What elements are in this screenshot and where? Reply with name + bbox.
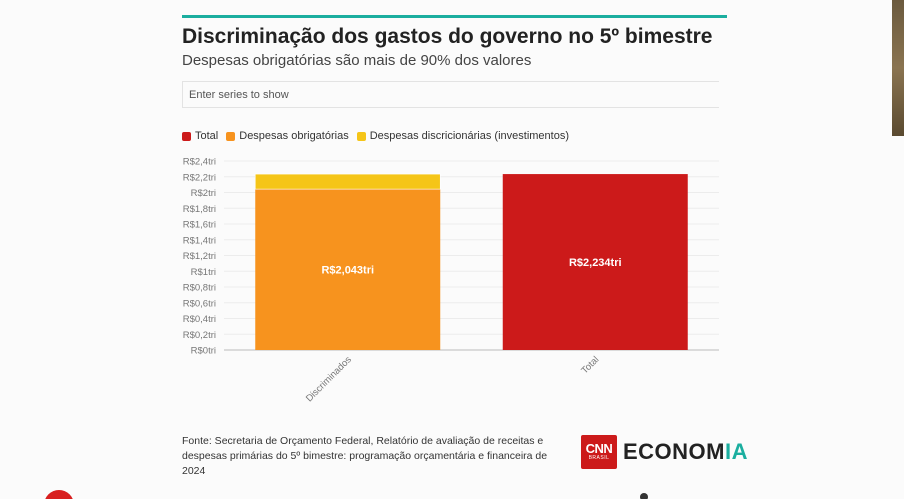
- bar-data-label: R$2,043tri: [321, 265, 374, 277]
- legend-label-discricionarias: Despesas discricionárias (investimentos): [369, 130, 569, 142]
- legend-label-total: Total: [195, 130, 219, 142]
- cnn-logo: CNN BRASIL: [581, 435, 617, 469]
- bar-data-label: R$2,234tri: [569, 257, 622, 269]
- chart-subtitle: Despesas obrigatórias são mais de 90% do…: [182, 52, 532, 69]
- cnn-economia-logo: CNN BRASIL ECONOMIA: [581, 435, 748, 469]
- legend-swatch-obrigatorias: [226, 131, 236, 141]
- side-video-thumbnail: [892, 0, 904, 136]
- legend-swatch-discricionarias: [356, 131, 366, 141]
- cnn-logo-subtext: BRASIL: [588, 455, 610, 461]
- legend-label-obrigatorias: Despesas obrigatórias: [239, 130, 349, 142]
- bar-discriminados-0: [255, 189, 441, 350]
- red-circle-decoration: [44, 490, 74, 499]
- legend-item-discricionarias[interactable]: Despesas discricionárias (investimentos): [356, 130, 569, 142]
- y-tick-label: R$1,4tri: [183, 235, 216, 246]
- economia-wordmark: ECONOMIA: [623, 439, 748, 465]
- y-tick-label: R$2,4tri: [183, 157, 216, 168]
- y-tick-label: R$0,6tri: [183, 298, 216, 309]
- legend-item-total[interactable]: Total: [182, 130, 218, 142]
- y-tick-label: R$0,4tri: [183, 314, 216, 325]
- dark-dot-decoration: [640, 493, 648, 499]
- y-tick-label: R$0,8tri: [183, 283, 216, 294]
- y-tick-label: R$1,8tri: [183, 204, 216, 215]
- top-accent-rule: [182, 15, 727, 18]
- chart-title: Discriminação dos gastos do governo no 5…: [182, 25, 713, 48]
- y-tick-label: R$1tri: [191, 267, 216, 278]
- cnn-logo-text: CNN: [585, 441, 613, 456]
- legend-item-obrigatorias[interactable]: Despesas obrigatórias: [226, 130, 349, 142]
- y-tick-label: R$2tri: [191, 188, 216, 199]
- chart-legend: Total Despesas obrigatórias Despesas dis…: [182, 130, 569, 142]
- series-search-input[interactable]: [182, 81, 719, 108]
- bar-discriminados-1: [254, 173, 441, 190]
- legend-swatch-total: [182, 131, 191, 141]
- economia-wordmark-accent: IA: [725, 439, 748, 464]
- economia-wordmark-main: ECONOM: [623, 439, 725, 464]
- y-tick-label: R$1,6tri: [183, 220, 216, 231]
- x-category-label: Total: [579, 354, 601, 376]
- x-category-label: Discriminados: [304, 354, 354, 404]
- y-tick-label: R$0tri: [191, 346, 216, 357]
- source-note: Fonte: Secretaria de Orçamento Federal, …: [182, 435, 548, 477]
- y-tick-label: R$0,2tri: [183, 330, 216, 341]
- chart-card: Discriminação dos gastos do governo no 5…: [182, 0, 748, 499]
- y-tick-label: R$2,2tri: [183, 172, 216, 183]
- bar-total-2: [502, 174, 688, 350]
- y-tick-label: R$1,2tri: [183, 251, 216, 262]
- bar-chart: R$2,4tri R$2,2tri R$2tri R$1,8tri R$1,6tri R$…: [183, 157, 719, 404]
